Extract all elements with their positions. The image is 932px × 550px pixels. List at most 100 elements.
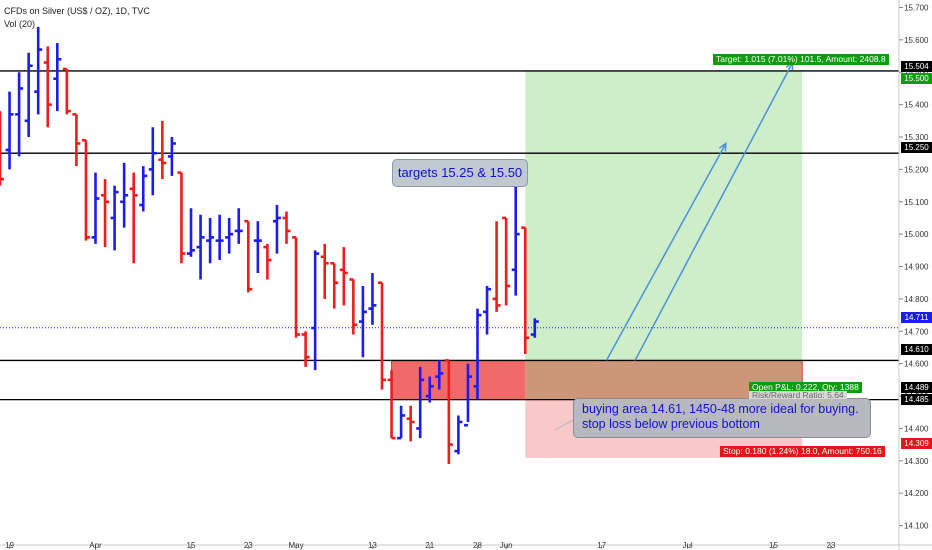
projection-arrow[interactable]	[605, 141, 727, 361]
ohlc-bar	[339, 247, 348, 306]
open-pnl-label[interactable]: Open P&L: 0.222, Qty: 1388	[749, 382, 862, 393]
price-tick-label: 15.300	[904, 133, 929, 142]
level-tag-14489[interactable]: 14.489	[901, 382, 932, 393]
time-tick-label: 28	[473, 541, 482, 550]
ohlc-bar	[320, 243, 329, 299]
ohlc-bar	[129, 172, 138, 264]
ohlc-bar	[91, 172, 100, 244]
ohlc-bar	[511, 185, 520, 296]
price-tick-label: 15.400	[904, 101, 929, 110]
price-tick-label: 14.800	[904, 295, 929, 304]
time-tick-label: 13	[368, 541, 377, 550]
ohlc-bar	[196, 214, 205, 280]
price-tick-label: 15.600	[904, 36, 929, 45]
projection-arrow-head	[718, 141, 727, 152]
ohlc-bar	[24, 52, 33, 137]
ohlc-bar	[34, 26, 43, 115]
projection-arrow-shaft	[605, 143, 727, 361]
level-tag-14309[interactable]: 14.309	[901, 438, 932, 449]
price-tick-label: 14.700	[904, 327, 929, 336]
ohlc-bar	[425, 376, 434, 403]
ohlc-bar	[521, 226, 530, 354]
ohlc-bar	[15, 72, 24, 157]
time-tick-label: 21	[425, 541, 434, 550]
ohlc-bar	[463, 363, 472, 427]
time-tick-label: 23	[826, 541, 835, 550]
level-tag-15504[interactable]: 15.504	[901, 61, 932, 72]
ohlc-bar	[435, 360, 444, 390]
stop-label[interactable]: Stop: 0.180 (1.24%) 18.0, Amount: 750.16	[720, 446, 885, 457]
level-tag-14610[interactable]: 14.610	[901, 344, 932, 355]
ohlc-bar	[311, 250, 320, 371]
ohlc-bar	[530, 318, 539, 338]
time-tick-label: 17	[597, 541, 606, 550]
ohlc-bar	[330, 261, 339, 309]
targets-note[interactable]: targets 15.25 & 15.50	[392, 159, 528, 187]
ohlc-bar	[81, 138, 90, 241]
ohlc-bar	[225, 217, 234, 254]
ohlc-bar	[378, 281, 386, 390]
ohlc-bar	[110, 185, 119, 251]
price-tick-label: 14.900	[904, 263, 929, 272]
price-tick-label: 15.100	[904, 198, 929, 207]
time-tick-label: Jun	[500, 541, 513, 550]
price-tick-label: 14.300	[904, 457, 929, 466]
price-tick-label: 15.500	[904, 68, 929, 77]
ohlc-bar	[177, 171, 186, 264]
ohlc-bar	[187, 208, 195, 257]
ohlc-bar	[492, 221, 501, 312]
ohlc-bar	[416, 366, 425, 439]
price-tick-label: 15.700	[904, 3, 929, 12]
ohlc-bar	[397, 405, 406, 440]
level-tag-15250[interactable]: 15.250	[901, 142, 932, 153]
ohlc-bar	[444, 359, 453, 465]
ohlc-bar	[502, 216, 511, 306]
ohlc-bar	[139, 166, 148, 212]
price-tick-label: 14.600	[904, 360, 929, 369]
time-tick-label: 19	[5, 541, 14, 550]
volume-indicator-label[interactable]: Vol (20)	[4, 19, 36, 29]
chart-symbol-title: CFDs on Silver (US$ / OZ), 1D, TVC	[4, 6, 150, 16]
time-tick-label: May	[288, 541, 303, 550]
ohlc-bar	[473, 308, 482, 400]
risk-reward-label[interactable]: Risk/Reward Ratio: 5.64	[749, 391, 847, 399]
ohlc-bar	[272, 205, 281, 254]
time-tick-label: 15	[187, 541, 196, 550]
ohlc-bar	[282, 211, 291, 244]
current-price-tag[interactable]: 14.711	[901, 312, 932, 323]
ohlc-bar	[167, 137, 176, 176]
ohlc-bar	[43, 46, 52, 128]
ohlc-bar	[62, 67, 71, 115]
time-axis[interactable]: 19 Apr 15 23 May 13 21 28 Jun 17 Jul 15 23	[0, 541, 932, 550]
price-tick-label: 15.000	[904, 230, 929, 239]
ohlc-bar	[406, 405, 415, 442]
ohlc-bar	[263, 243, 272, 280]
ohlc-bar	[292, 236, 301, 338]
ohlc-bar	[72, 113, 81, 167]
level-tag-15500[interactable]: 15.500	[901, 73, 932, 84]
price-tick-label: 14.100	[904, 522, 929, 531]
ohlc-bars	[0, 26, 539, 465]
ohlc-bar	[53, 43, 62, 112]
ohlc-bar	[206, 217, 215, 264]
ohlc-bar	[234, 208, 243, 244]
ohlc-bar	[244, 219, 253, 293]
ohlc-bar	[148, 127, 157, 196]
time-tick-label: Jul	[682, 541, 692, 550]
buying-area-note[interactable]: buying area 14.61, 1450-48 more ideal fo…	[573, 398, 871, 438]
ohlc-bar	[358, 285, 367, 358]
target-label[interactable]: Target: 1.015 (7.01%) 101.5, Amount: 240…	[713, 54, 889, 65]
buy-zone	[391, 360, 526, 400]
time-tick-label: Apr	[89, 541, 102, 550]
ohlc-bar	[253, 221, 262, 273]
ohlc-bar	[368, 273, 377, 325]
level-tag-14485[interactable]: 14.485	[901, 394, 932, 405]
ohlc-bar	[301, 331, 310, 367]
price-axis[interactable]: 15.700 15.600 15.500 15.400 15.300 15.200 15.1…	[898, 0, 929, 550]
ohlc-bar	[215, 214, 224, 261]
ohlc-bar	[454, 415, 463, 455]
price-tick-label: 14.400	[904, 424, 929, 433]
buying-note-pointer	[554, 419, 574, 431]
projection-arrow-shaft	[634, 62, 794, 361]
